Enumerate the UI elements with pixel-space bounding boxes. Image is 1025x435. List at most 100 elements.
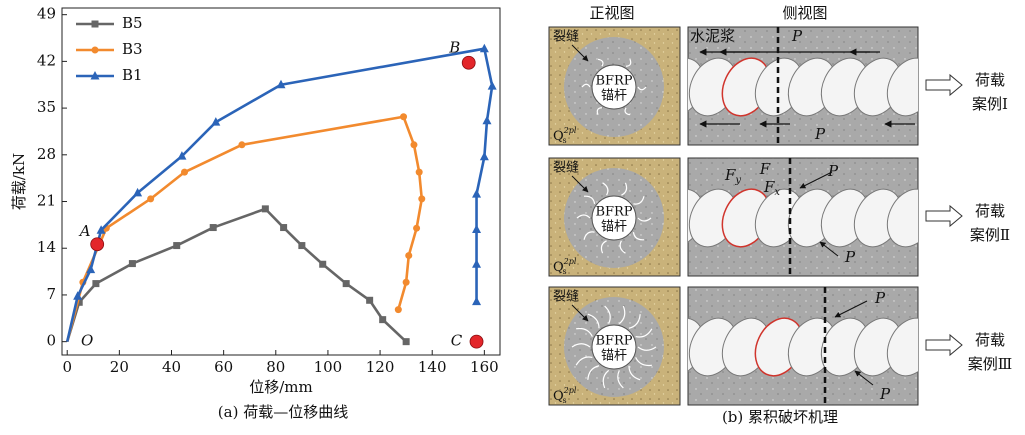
key-point [462,56,475,69]
data-point [400,113,407,120]
y-tick-label: 14 [37,238,56,256]
diagram-row: BFRP锚杆裂缝Q2pls水泥浆PP荷载案例Ⅰ [549,27,1008,145]
side-label: 水泥浆 [690,27,735,45]
hollow-arrow [926,206,962,226]
data-point [379,316,386,323]
soil-sub: s [562,267,566,276]
key-point [470,335,483,348]
x-tick-label: 0 [62,358,72,376]
x-tick-label: 40 [162,358,181,376]
label-sub: y [734,175,741,186]
load-label: 荷载 [975,71,1005,89]
soil-sub: s [562,136,566,145]
data-point [472,297,481,306]
hollow-arrow [926,75,962,95]
data-point [480,152,489,161]
data-point [343,280,350,287]
soil-sup: 2pl [563,126,577,135]
front-view-title: 正视图 [589,4,634,22]
data-point [395,306,402,313]
y-tick-label: 49 [37,5,56,23]
data-point [319,261,326,268]
key-point-label: C [451,332,463,350]
figure: (a) 荷载—位移曲线 正视图 侧视图 (b) 累积破坏机理 071421283… [0,0,1025,435]
x-tick-label: 100 [314,358,343,376]
side-label: P [827,162,839,180]
series-line [67,49,492,342]
case-label: 案例Ⅲ [968,355,1012,373]
key-point [91,238,104,251]
data-point [410,141,417,148]
data-point [403,338,410,345]
data-point [147,195,154,202]
data-point [416,169,423,176]
data-point [129,260,136,267]
data-point [405,252,412,259]
plot-frame [62,8,500,355]
data-point [238,141,245,148]
anchor-label: 锚杆 [601,220,627,235]
x-tick-label: 120 [366,358,395,376]
data-point [366,297,373,304]
side-label: P [814,125,826,143]
crack-label: 裂缝 [553,161,579,176]
side-label: P [874,289,886,307]
data-point [92,280,99,287]
load-label: 荷载 [975,331,1005,349]
data-point [488,81,497,90]
data-point [413,225,420,232]
data-point [181,169,188,176]
case-label: 案例Ⅰ [972,95,1008,113]
label-base: F [763,178,775,196]
legend-marker [92,21,99,28]
label-sub: x [774,187,780,198]
series-line [67,117,422,342]
data-point [472,259,481,268]
data-point [262,205,269,212]
soil-sup: 2pl [563,257,577,266]
legend-label: B5 [122,14,143,32]
label-base: F [724,166,736,184]
chart-caption: (a) 荷载—位移曲线 [218,403,348,421]
origin-label: O [81,332,93,350]
hollow-arrow [926,335,962,355]
crack-label: 裂缝 [553,30,579,45]
side-label: P [879,385,891,403]
data-point [482,116,491,125]
data-point [418,195,425,202]
data-point [472,225,481,234]
load-label: 荷载 [975,202,1005,220]
y-tick-label: 42 [37,51,56,69]
y-axis-label: 荷载/kN [10,153,28,210]
x-tick-label: 160 [470,358,499,376]
side-label: F [759,160,771,178]
data-point [403,279,410,286]
key-point-label: A [78,222,91,240]
side-view-title: 侧视图 [782,4,827,22]
side-label: P [791,27,803,45]
soil-sub: s [562,396,566,405]
x-tick-label: 80 [266,358,285,376]
legend-marker [92,47,99,54]
y-tick-label: 7 [46,285,56,303]
data-point [472,189,481,198]
case-label: 案例Ⅱ [970,226,1010,244]
crack-label: 裂缝 [553,290,579,305]
x-tick-label: 60 [214,358,233,376]
y-tick-label: 21 [37,192,56,210]
diagram-caption: (b) 累积破坏机理 [722,408,838,426]
anchor-label: BFRP [595,74,632,89]
anchor-label: 锚杆 [601,89,627,104]
data-point [280,224,287,231]
anchor-label: BFRP [595,334,632,349]
data-point [173,242,180,249]
x-axis-label: 位移/mm [249,378,313,396]
soil-sup: 2pl [563,386,577,395]
series-line [67,209,406,342]
y-tick-label: 28 [37,145,56,163]
data-point [210,224,217,231]
anchor-label: 锚杆 [601,349,627,364]
legend-label: B1 [122,66,143,84]
